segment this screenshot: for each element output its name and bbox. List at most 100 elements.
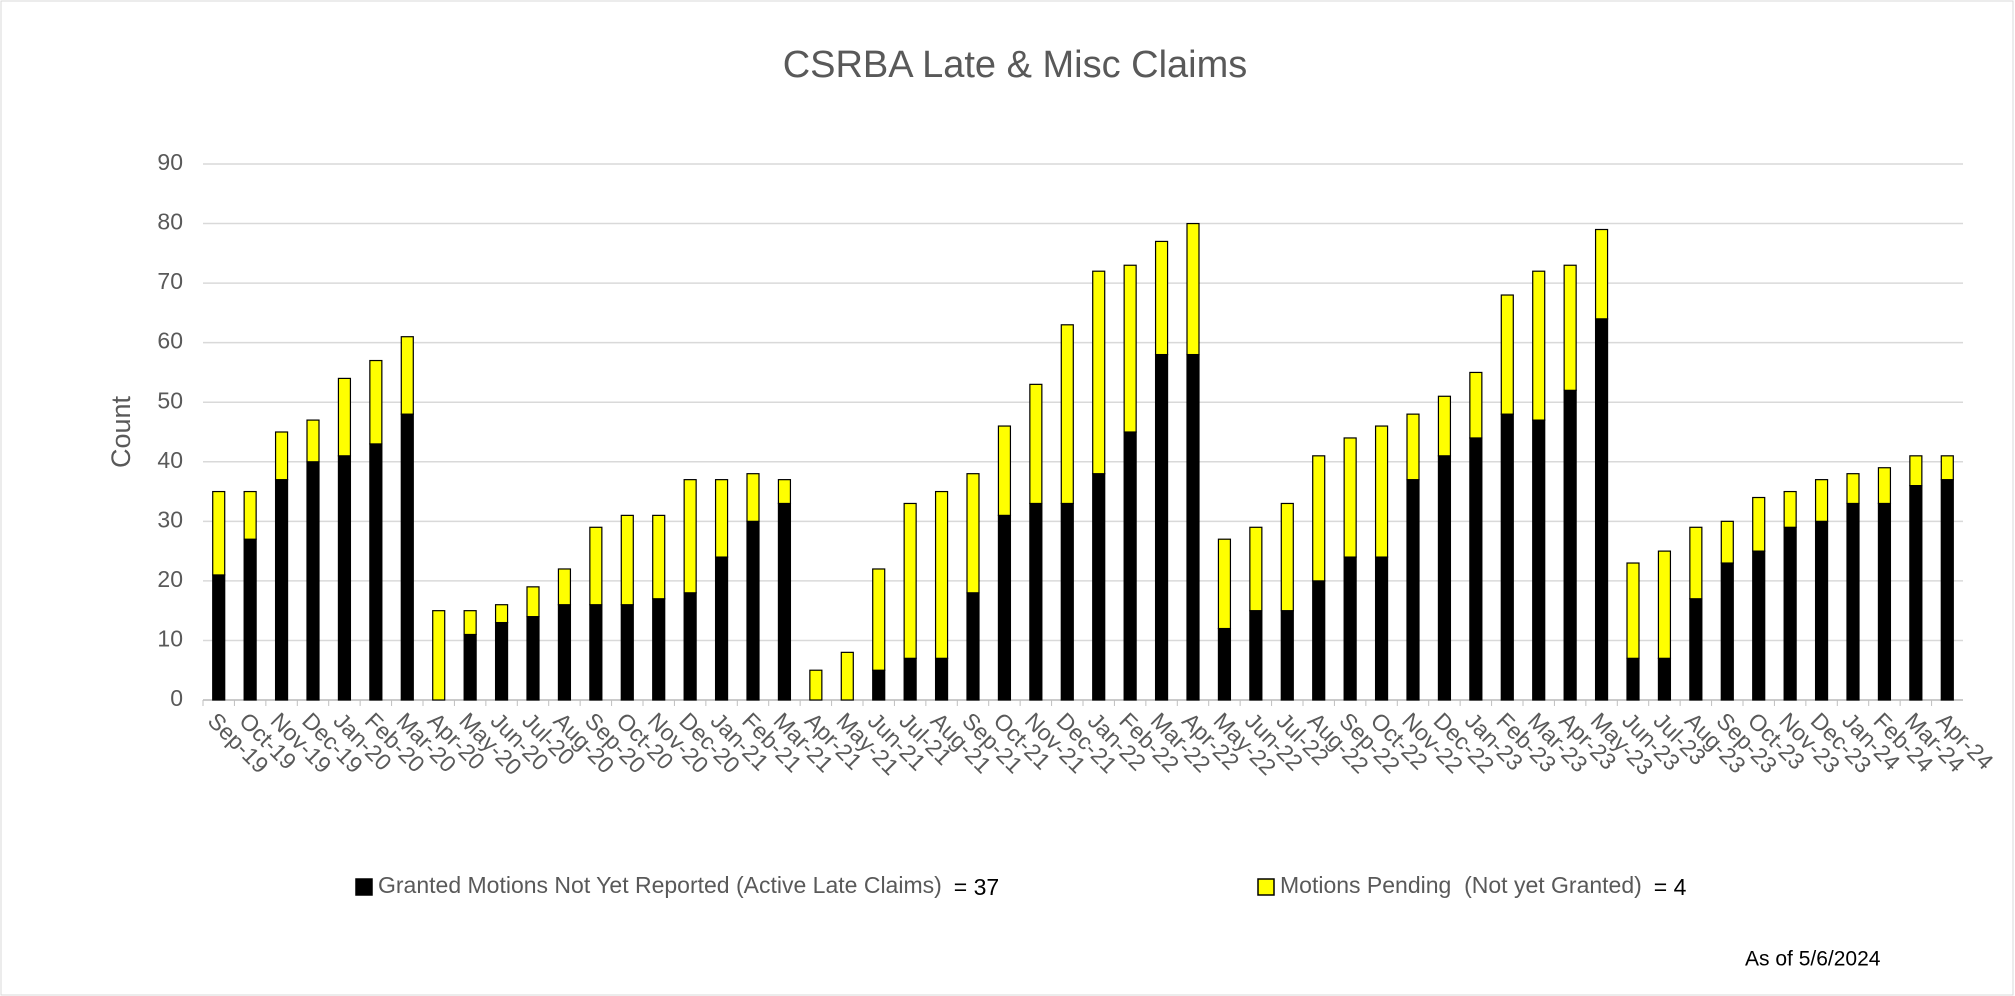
bar-segment	[714, 479, 729, 558]
y-axis-label: Count	[106, 395, 136, 468]
bar-segment	[1469, 371, 1483, 439]
bar-segment	[1406, 413, 1420, 481]
bar-segment	[1092, 473, 1106, 701]
bar-segment	[683, 479, 697, 594]
bar-segment	[620, 604, 634, 701]
bar-segment	[1312, 455, 1326, 582]
bar-segment	[369, 359, 383, 445]
bar-segment	[1280, 502, 1294, 612]
bar-segment	[903, 657, 917, 701]
bar-segment	[306, 419, 320, 463]
bar-segment	[1563, 264, 1577, 391]
bar-segment	[840, 651, 854, 701]
bar-segment	[1814, 520, 1829, 701]
bar-segment	[1563, 389, 1577, 701]
bar-segment	[369, 443, 383, 701]
bar-segment	[714, 556, 729, 701]
bar-segment	[1186, 353, 1200, 701]
bar-segment	[1594, 318, 1609, 701]
y-tick-label: 20	[157, 566, 183, 592]
bar-segment	[463, 610, 477, 636]
bar-segment	[494, 604, 509, 624]
bar-segment	[557, 568, 572, 606]
bar-segment	[903, 502, 917, 659]
bar-segment	[557, 604, 572, 701]
bar-segment	[1249, 610, 1263, 701]
bar-segment	[432, 610, 446, 701]
bar-segment	[1029, 502, 1043, 701]
bar-segment	[620, 514, 634, 606]
legend-note: = 37	[954, 874, 999, 900]
bar-segment	[1814, 479, 1829, 522]
bar-segment	[526, 616, 540, 701]
bar-segment	[1783, 490, 1797, 528]
bar-segment	[1374, 425, 1389, 558]
bar-segment	[872, 669, 886, 701]
bar-segment	[243, 490, 257, 540]
bar-segment	[934, 657, 949, 701]
bar-segment	[1500, 294, 1514, 415]
y-tick-label: 10	[157, 626, 183, 652]
y-tick-label: 80	[157, 209, 183, 235]
bar-segment	[306, 461, 320, 701]
bar-segment	[1029, 383, 1043, 505]
bar-segment	[1217, 538, 1232, 630]
y-tick-label: 70	[157, 268, 183, 294]
bar-segment	[652, 514, 666, 600]
y-tick-label: 40	[157, 447, 183, 473]
bar-segment	[1123, 431, 1137, 701]
legend-label: Granted Motions Not Yet Reported (Active…	[378, 872, 942, 898]
legend-swatch	[1257, 878, 1275, 896]
bar-segment	[1437, 395, 1452, 457]
bar-segment	[1626, 562, 1640, 659]
bar-segment	[1689, 598, 1703, 701]
bar-segment	[809, 669, 823, 701]
bar-segment	[1060, 324, 1074, 505]
bar-segment	[966, 592, 980, 701]
bar-segment	[1877, 467, 1892, 505]
legend-label: Motions Pending (Not yet Granted)	[1280, 872, 1642, 898]
bar-segment	[400, 336, 414, 415]
bar-segment	[337, 455, 352, 701]
bar-segment	[243, 538, 257, 701]
bar-segment	[777, 479, 792, 505]
bar-segment	[997, 425, 1012, 516]
bar-segment	[966, 473, 980, 594]
bar-segment	[934, 490, 949, 659]
bar-segment	[1689, 526, 1703, 600]
bar-segment	[1657, 550, 1672, 659]
bar-segment	[1626, 657, 1640, 701]
chart-title: CSRBA Late & Misc Claims	[783, 44, 1248, 86]
bar-segment	[1469, 437, 1483, 701]
bar-segment	[400, 413, 414, 701]
bar-segment	[1846, 473, 1860, 505]
bar-segment	[1154, 353, 1169, 701]
bar-segment	[1060, 502, 1074, 701]
footnote: As of 5/6/2024	[1745, 948, 1881, 971]
y-tick-label: 50	[157, 387, 183, 413]
bar-segment	[463, 633, 477, 701]
y-tick-label: 90	[157, 149, 183, 175]
bar-segment	[494, 621, 509, 701]
bar-segment	[1343, 437, 1357, 558]
bar-segment	[1532, 270, 1546, 421]
bar-segment	[212, 490, 226, 576]
bar-segment	[337, 377, 352, 457]
bar-segment	[1909, 485, 1923, 701]
bar-segment	[1280, 610, 1294, 701]
bar-segment	[526, 586, 540, 618]
bar-segment	[1720, 520, 1734, 564]
bar-segment	[1092, 270, 1106, 475]
y-tick-label: 60	[157, 328, 183, 354]
y-tick-label: 0	[170, 685, 183, 711]
bar-segment	[652, 598, 666, 701]
bar-segment	[1217, 627, 1232, 701]
bar-segment	[212, 574, 226, 701]
bar-segment	[1406, 479, 1420, 701]
bar-segment	[1752, 550, 1766, 701]
bar-segment	[1657, 657, 1672, 701]
legend-note: = 4	[1654, 874, 1687, 900]
y-tick-label: 30	[157, 506, 183, 532]
